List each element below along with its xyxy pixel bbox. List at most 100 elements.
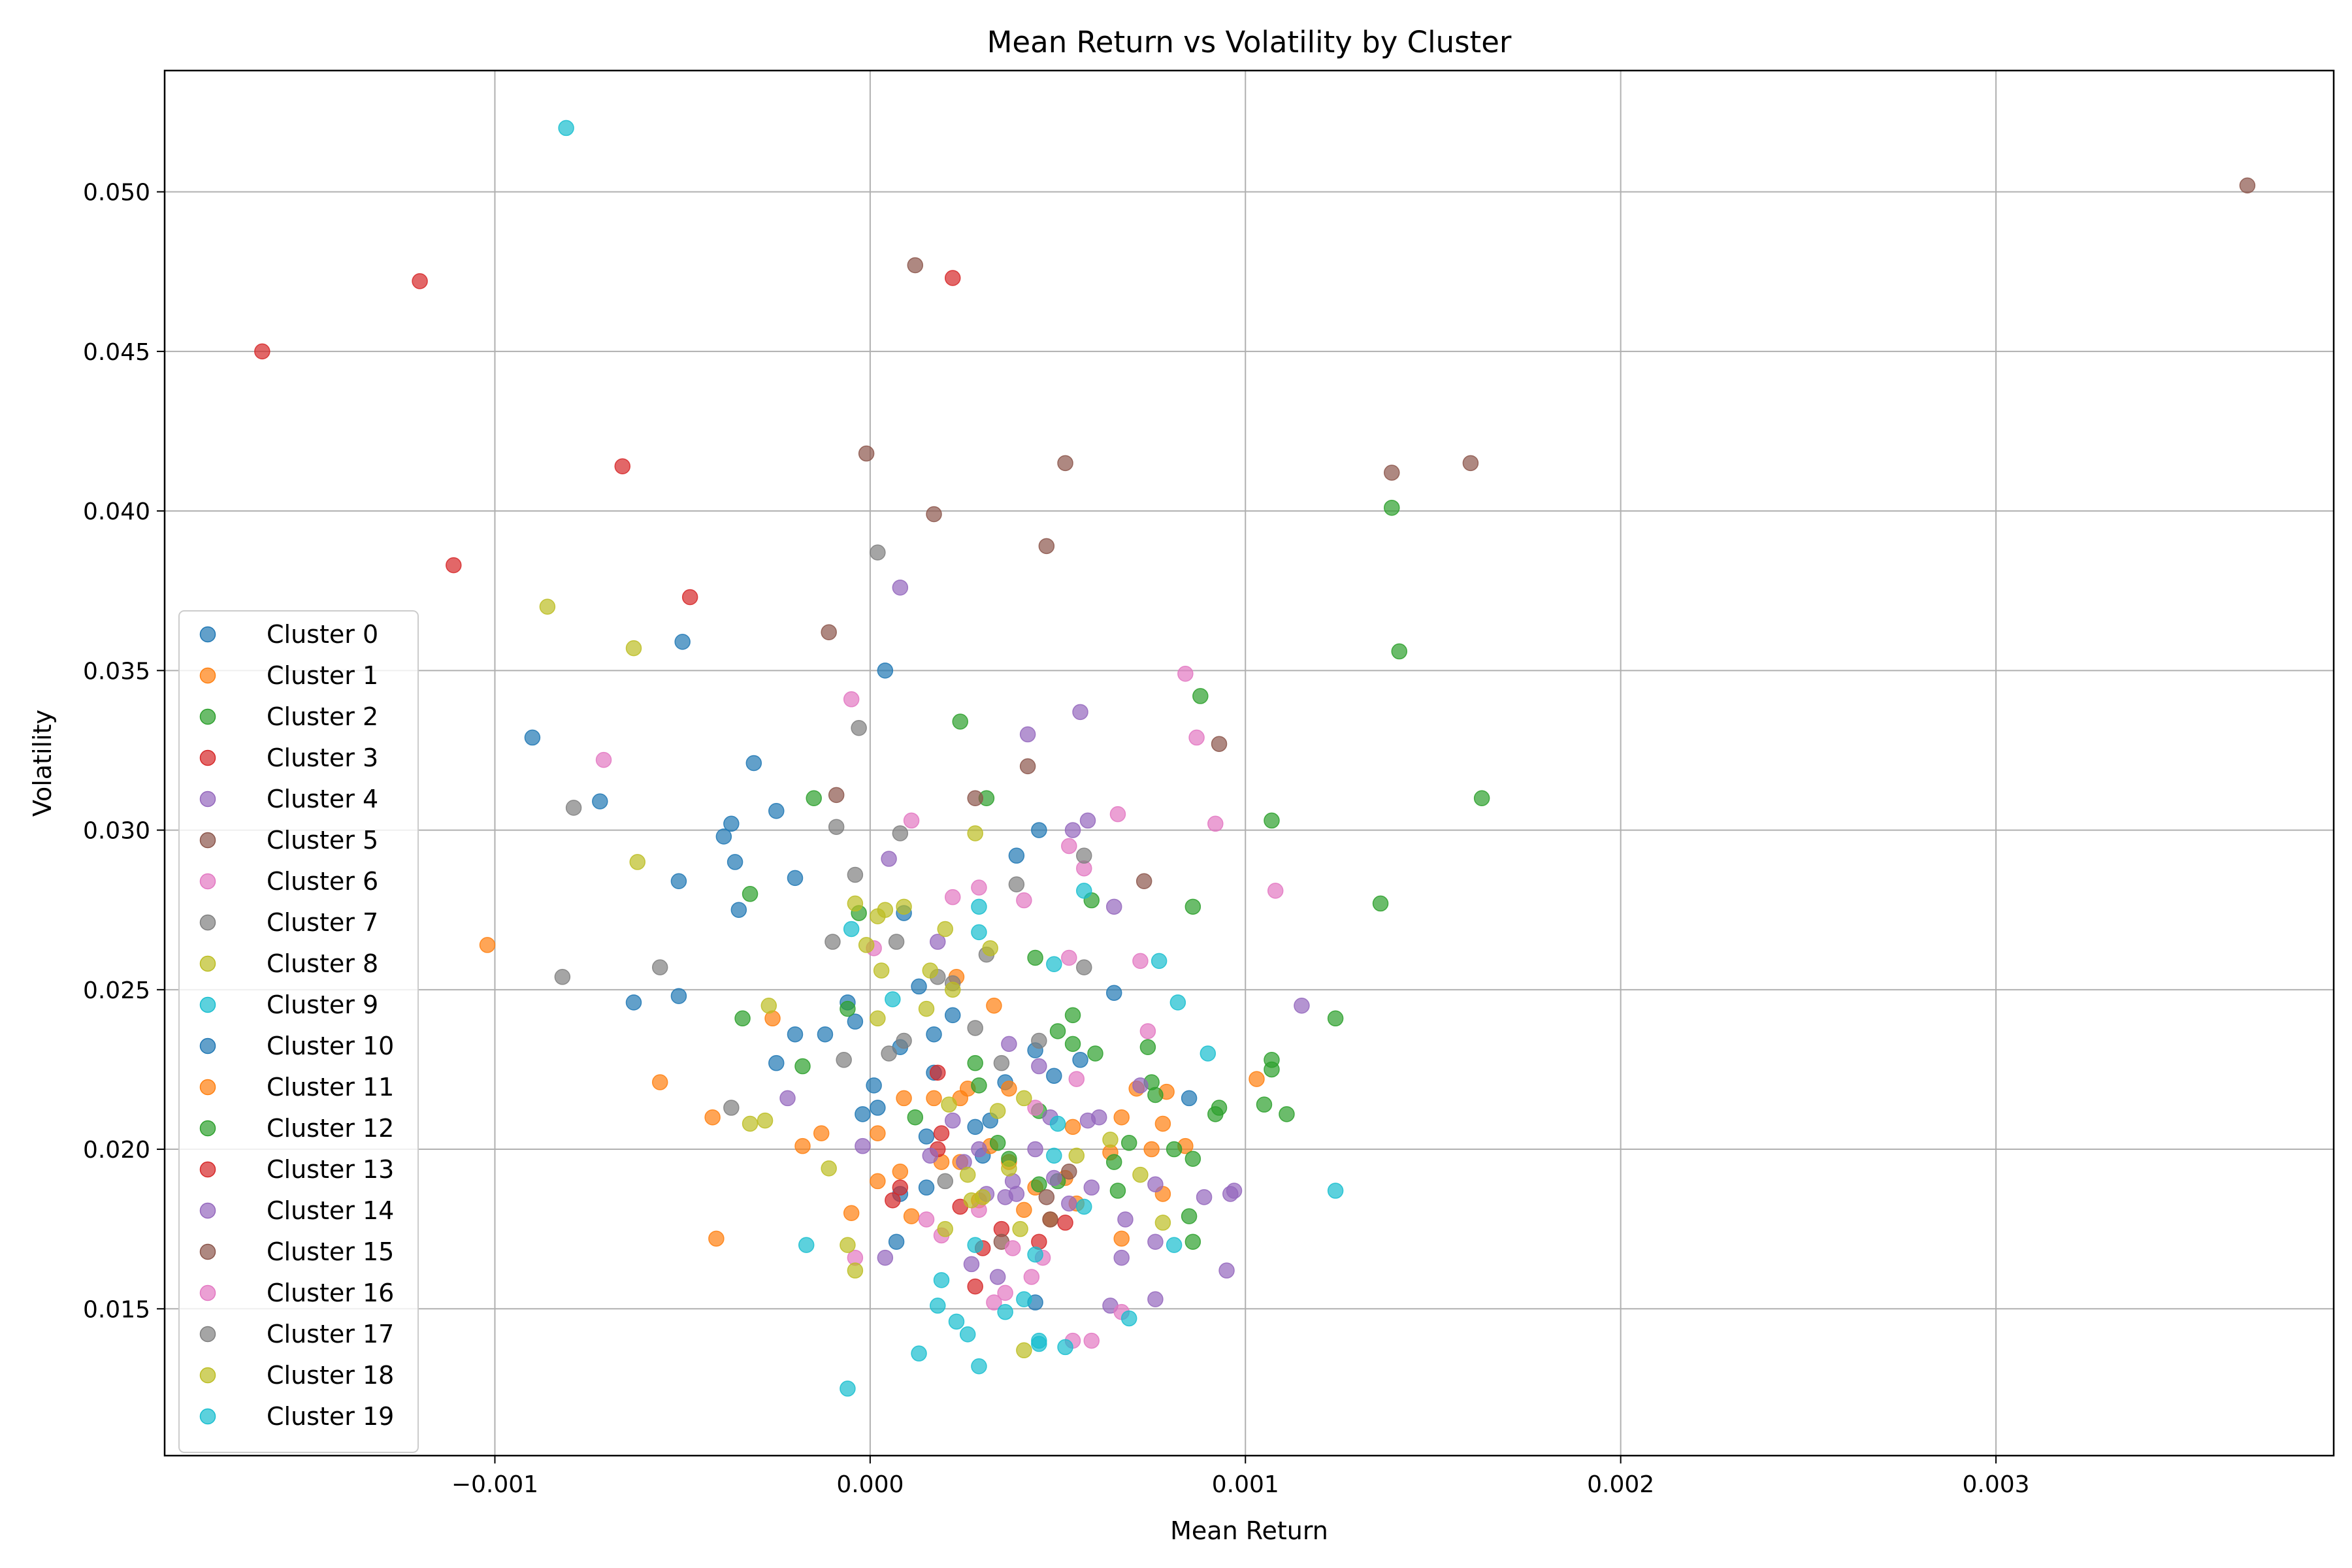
data-point [892,580,909,596]
data-point [742,1115,759,1132]
legend-marker [199,955,216,972]
data-point [1207,815,1224,832]
data-point [1019,726,1036,743]
data-point [933,1272,950,1288]
data-point [933,1125,950,1141]
data-point [1090,1109,1107,1126]
data-point [1072,1052,1088,1068]
data-point [1076,883,1092,899]
legend-marker [199,996,216,1013]
data-point [554,969,571,985]
data-point [952,713,968,730]
data-point [787,870,804,887]
legend-marker [199,1243,216,1260]
legend-marker [199,1161,216,1178]
data-point [896,1090,912,1107]
data-point [944,981,961,998]
legend-marker [199,749,216,766]
data-point [877,902,894,918]
data-point [997,1303,1013,1320]
data-point [1012,1220,1028,1237]
data-point [1038,538,1055,555]
legend-entry-label: Cluster 0 [267,620,378,649]
data-point [967,1054,983,1071]
data-point [1188,729,1205,746]
data-point [971,879,987,896]
data-point [1139,1039,1156,1055]
data-point [892,1164,909,1180]
data-point [1120,1135,1137,1151]
data-point [565,800,582,816]
data-point [1181,1090,1198,1107]
data-point [1049,1115,1066,1132]
series-cluster-8 [539,598,1171,1359]
series-cluster-4 [779,580,1310,1314]
data-point [922,1147,939,1164]
data-point [1068,1071,1085,1087]
data-point [840,1000,856,1017]
data-point [1027,949,1043,966]
legend-marker [199,1202,216,1219]
data-point [1109,806,1126,823]
data-point [1031,1032,1047,1049]
data-point [1016,1342,1032,1359]
data-point [885,1192,901,1209]
legend-entry-label: Cluster 5 [267,826,378,855]
data-point [524,729,541,746]
series-cluster-9 [558,120,1344,1397]
data-point [1147,1086,1164,1103]
data-point [944,1112,961,1129]
data-point [1166,1141,1183,1158]
data-point [1064,822,1081,838]
data-point [625,994,642,1011]
chart-title: Mean Return vs Volatility by Cluster [987,25,1512,59]
data-point [1226,1183,1243,1199]
data-point [918,1128,935,1145]
data-point [787,1026,804,1043]
data-point [828,819,845,835]
data-point [412,273,428,289]
data-point [1008,876,1025,892]
data-point [851,720,867,736]
data-point [930,1064,946,1081]
data-point [1001,1036,1017,1053]
data-point [959,1166,976,1183]
data-point [903,1208,920,1224]
data-point [843,1205,860,1222]
data-point [1031,1176,1047,1193]
legend-entry-label: Cluster 3 [267,743,378,772]
data-point [1064,1036,1081,1053]
legend-marker [199,1326,216,1343]
data-point [971,924,987,941]
data-point [1064,1119,1081,1135]
data-point [1109,1183,1126,1199]
legend-entry-label: Cluster 16 [267,1279,394,1307]
data-point [1076,847,1092,864]
data-point [836,1052,852,1068]
data-point [971,898,987,915]
data-point [918,1211,935,1228]
data-point [971,1141,987,1158]
legend-marker [199,1367,216,1384]
data-point [989,1103,1006,1119]
data-point [1132,953,1149,970]
data-point [446,557,462,574]
data-point [798,1237,815,1253]
data-point [1120,1310,1137,1327]
data-point [870,1173,886,1190]
legend-marker [199,1408,216,1425]
data-point [1132,1077,1149,1094]
y-tick-label: 0.050 [83,180,150,206]
data-point [821,1160,837,1177]
data-point [989,1269,1006,1285]
data-point [1113,1230,1130,1247]
data-point [651,959,668,975]
data-point [1327,1183,1344,1199]
data-point [2239,177,2256,194]
data-point [997,1284,1013,1301]
data-point [963,1256,980,1273]
data-point [1294,997,1310,1014]
data-point [937,921,953,938]
data-point [1031,1335,1047,1352]
data-point [967,1237,983,1253]
